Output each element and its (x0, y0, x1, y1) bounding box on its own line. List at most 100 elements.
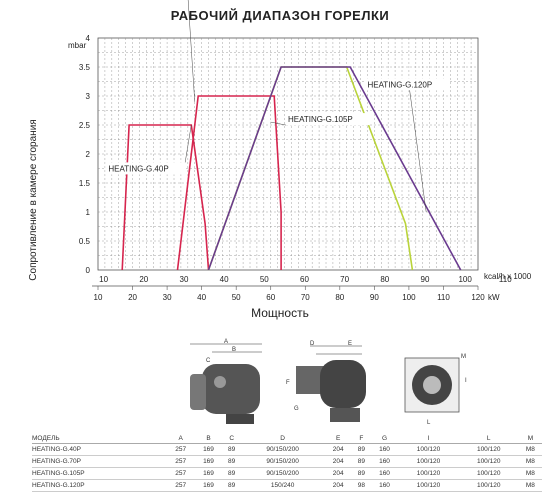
table-cell: 90/150/200 (240, 467, 325, 480)
table-cell: HEATING-G.70P (32, 455, 167, 468)
x-unit-bottom-label: kW (488, 293, 500, 302)
table-cell: 160 (370, 443, 399, 456)
x-top-tick-label: 110 (499, 275, 512, 284)
series-leader-3 (409, 90, 427, 213)
y-tick-label: 2 (86, 150, 91, 159)
dim-label-b: B (232, 347, 236, 353)
series-leader-2 (270, 121, 287, 126)
dim-label-d: D (310, 341, 315, 347)
x-top-tick-label: 40 (220, 275, 229, 284)
table-cell: 150/240 (240, 479, 325, 492)
x-top-tick-label: 100 (458, 275, 472, 284)
page-title: РАБОЧИЙ ДИАПАЗОН ГОРЕЛКИ (170, 8, 390, 23)
table-header-cell: M (518, 434, 542, 444)
x-bottom-tick-label: 90 (370, 293, 379, 302)
x-bottom-tick-label: 100 (402, 293, 416, 302)
table-cell: 89 (352, 467, 371, 480)
x-unit-top-label: kcal/h x 1000 (484, 272, 532, 281)
table-cell: HEATING-G.105P (32, 467, 167, 480)
table-header-cell: C (222, 434, 241, 444)
table-header-cell: L (458, 434, 519, 444)
table-cell: 100/120 (398, 479, 459, 492)
table-cell: 100/120 (398, 443, 459, 456)
x-axis-title: Мощность (251, 306, 309, 320)
x-top-tick-label: 20 (139, 275, 148, 284)
table-cell: 100/120 (458, 455, 519, 468)
table-cell: M8 (518, 443, 542, 456)
x-bottom-tick-label: 80 (335, 293, 344, 302)
x-bottom-tick-label: 70 (301, 293, 310, 302)
table-cell: 89 (222, 479, 241, 492)
y-tick-label: 2.5 (79, 121, 91, 130)
x-bottom-tick-label: 110 (437, 293, 450, 302)
x-bottom-tick-label: 50 (232, 293, 241, 302)
table-row: HEATING-G.70P 257 169 89 90/150/200 204 89 160 1… (32, 455, 542, 468)
y-axis-title: Сопротивление в камере сгорания (28, 119, 39, 281)
model-dimensions-table: МОДЕЛЬ A B C D E F G I L M HEATING-G.40P 257 169 89 90… (32, 434, 542, 492)
table-cell: HEATING-G.40P (32, 443, 167, 456)
table-cell: 100/120 (458, 479, 519, 492)
y-tick-label: 1 (86, 208, 91, 217)
burner-cap (214, 376, 226, 388)
table-cell: 98 (352, 479, 371, 492)
table-cell: 90/150/200 (240, 443, 325, 456)
y-tick-label: 1.5 (79, 179, 91, 188)
table-cell: 89 (222, 467, 241, 480)
table-cell: 169 (194, 455, 223, 468)
table-header-cell: МОДЕЛЬ (32, 434, 167, 444)
series-label-2: HEATING-G.105P (288, 115, 353, 124)
y-tick-label: 3 (86, 92, 91, 101)
y-unit-label: mbar (68, 41, 87, 50)
table-cell: 169 (194, 479, 223, 492)
table-cell: M8 (518, 455, 542, 468)
series-label-bg-2 (285, 113, 370, 126)
table-cell: 89 (352, 455, 371, 468)
x-bottom-tick-label: 30 (163, 293, 172, 302)
y-tick-label: 4 (86, 34, 91, 43)
table-header-cell: F (352, 434, 371, 444)
table-row: HEATING-G.105P 257 169 89 90/150/200 204 89 160… (32, 467, 542, 480)
table-header-cell: A (166, 434, 195, 444)
dim-label-i: I (465, 378, 467, 384)
table-header-cell: I (398, 434, 459, 444)
table-cell: 89 (352, 443, 371, 456)
x-bottom-tick-label: 20 (128, 293, 137, 302)
table-cell: 160 (370, 479, 399, 492)
table-cell: 257 (166, 455, 195, 468)
series-line-1 (176, 95, 282, 271)
table-cell: 204 (324, 479, 353, 492)
x-bottom-tick-label: 40 (197, 293, 206, 302)
dim-label-c: C (206, 358, 211, 364)
table-header-cell: G (370, 434, 399, 444)
x-bottom-tick-label: 10 (94, 293, 103, 302)
table-cell: HEATING-G.120P (32, 479, 167, 492)
series-leader-0 (184, 124, 192, 163)
burner-motor (330, 408, 360, 422)
series-label-bg-3 (364, 78, 449, 91)
burner-flange (190, 374, 206, 410)
table-row: HEATING-G.40P 257 169 89 90/150/200 204 89 160 1… (32, 443, 542, 456)
table-header-cell: B (194, 434, 223, 444)
table-row: HEATING-G.120P 257 169 89 150/240 204 98 160 100… (32, 479, 542, 492)
series-line-3 (207, 66, 462, 271)
x-top-tick-label: 60 (300, 275, 309, 284)
table-cell: 204 (324, 467, 353, 480)
table-header-cell: E (324, 434, 353, 444)
table-cell: 160 (370, 455, 399, 468)
table-cell: M8 (518, 467, 542, 480)
x-bottom-tick-label: 60 (266, 293, 275, 302)
flange-view-drawing: I L M (404, 354, 467, 426)
table-header-row: МОДЕЛЬ A B C D E F G I L M (32, 434, 542, 444)
series-label-bg-0 (105, 162, 185, 175)
table-cell: 90/150/200 (240, 455, 325, 468)
x-top-tick-label: 30 (180, 275, 189, 284)
x-top-tick-label: 50 (260, 275, 269, 284)
series-label-3: HEATING-G.120P (367, 80, 432, 89)
table-cell: 89 (222, 443, 241, 456)
side-view-drawing: A B C (190, 339, 262, 424)
dim-label-e: E (348, 341, 352, 347)
front-view-drawing: D E F G (286, 341, 366, 422)
series-leader-1 (187, 0, 195, 102)
dim-label-f: F (286, 380, 290, 386)
